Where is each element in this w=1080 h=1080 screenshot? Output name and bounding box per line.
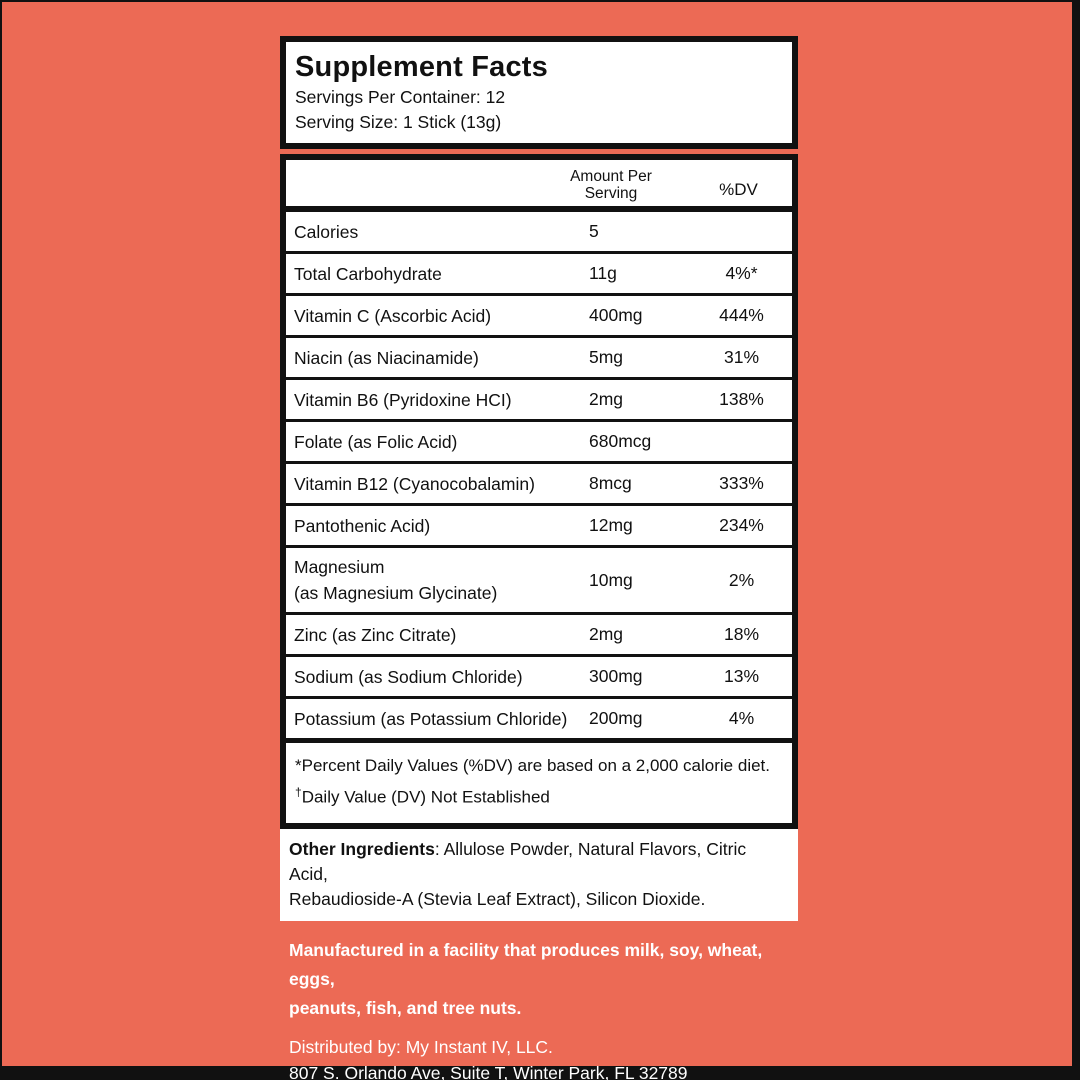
nutrient-name: Pantothenic Acid) (294, 515, 431, 536)
footnote-line1: *Percent Daily Values (%DV) are based on… (295, 756, 770, 775)
nutrient-name: Niacin (as Niacinamide) (294, 347, 479, 368)
table-row: Potassium (as Potassium Chloride) 200mg 4% (286, 699, 792, 743)
nutrient-dv: 18% (723, 624, 760, 644)
supplement-label: Supplement Facts Servings Per Container:… (280, 36, 798, 1080)
nutrient-amount: 300mg (589, 666, 643, 686)
other-ingredients-line2: Rebaudioside-A (Stevia Leaf Extract), Si… (289, 888, 706, 909)
table-row: Sodium (as Sodium Chloride) 300mg 13% (286, 657, 792, 699)
amount-header-line1: Amount Per (570, 168, 652, 185)
nutrient-dv: 13% (723, 666, 760, 686)
table-row: Zinc (as Zinc Citrate) 2mg 18% (286, 615, 792, 657)
nutrient-amount: 5 (589, 221, 599, 241)
allergen-statement: Manufactured in a facility that produces… (280, 921, 798, 1023)
nutrient-dv: 138% (719, 389, 764, 409)
nutrition-table-box: Amount Per Serving %DV Calories 5 Total Ca… (280, 154, 798, 829)
nutrient-amount: 11g (589, 263, 617, 283)
table-row: Folate (as Folic Acid) 680mcg (286, 422, 792, 464)
footnote-line2: †Daily Value (DV) Not Established (295, 779, 782, 811)
serving-size: Serving Size: 1 Stick (13g) (295, 112, 502, 132)
table-row: Vitamin B12 (Cyanocobalamin) 8mcg 333% (286, 464, 792, 506)
nutrient-amount: 12mg (589, 515, 633, 535)
nutrient-amount: 200mg (589, 708, 643, 728)
nutrient-amount: 5mg (589, 347, 624, 367)
amount-per-serving-header: Amount Per Serving (536, 168, 686, 202)
table-row: Magnesium (as Magnesium Glycinate) 10mg 2% (286, 548, 792, 615)
nutrient-dv: 2% (728, 569, 755, 590)
nutrient-dv: 4% (728, 708, 755, 728)
nutrient-name: Vitamin C (Ascorbic Acid) (294, 305, 492, 326)
nutrient-name: Sodium (as Sodium Chloride) (294, 666, 523, 687)
distributed-by-line: Distributed by: My Instant IV, LLC. (289, 1036, 553, 1057)
title-box: Supplement Facts Servings Per Container:… (280, 36, 798, 149)
nutrient-amount: 680mcg (589, 431, 652, 451)
table-row: Vitamin C (Ascorbic Acid) 400mg 444% (286, 296, 792, 338)
nutrient-rows: Calories 5 Total Carbohydrate 11g 4%* Vitamin… (286, 212, 792, 743)
nutrient-amount: 400mg (589, 305, 643, 325)
nutrient-name: Vitamin B6 (Pyridoxine HCI) (294, 389, 512, 410)
nutrient-name: Potassium (as Potassium Chloride) (294, 708, 568, 729)
dagger-symbol: † (295, 785, 302, 799)
table-row: Total Carbohydrate 11g 4%* (286, 254, 792, 296)
address-line: 807 S. Orlando Ave, Suite T, Winter Park… (289, 1062, 688, 1080)
table-row: Calories 5 (286, 212, 792, 254)
nutrient-amount: 2mg (589, 624, 624, 644)
nutrient-amount: 8mcg (589, 473, 632, 493)
nutrient-dv: 234% (719, 515, 764, 535)
nutrient-amount: 2mg (589, 389, 624, 409)
nutrient-name: Total Carbohydrate (294, 263, 442, 284)
footnote: *Percent Daily Values (%DV) are based on… (286, 743, 792, 823)
nutrient-amount: 10mg (589, 569, 633, 590)
supplement-facts-title: Supplement Facts (295, 51, 548, 83)
footnote-line2-text: Daily Value (DV) Not Established (301, 787, 550, 807)
amount-header-line2: Serving (584, 185, 638, 202)
distributor-info: Distributed by: My Instant IV, LLC. 807 … (280, 1023, 798, 1080)
nutrient-dv: 4%* (725, 263, 758, 283)
nutrient-dv: 333% (719, 473, 764, 493)
nutrient-name: Calories (294, 221, 359, 242)
other-ingredients-strip: Other Ingredients: Allulose Powder, Natu… (280, 828, 798, 921)
nutrient-dv: 444% (719, 305, 764, 325)
nutrient-name: Magnesium (as Magnesium Glycinate) (294, 557, 498, 603)
dv-header: %DV (719, 180, 758, 199)
nutrient-dv: 31% (723, 347, 760, 367)
column-header-row: Amount Per Serving %DV (286, 160, 792, 212)
table-row: Vitamin B6 (Pyridoxine HCI) 2mg 138% (286, 380, 792, 422)
allergen-line2: peanuts, fish, and tree nuts. (289, 997, 522, 1018)
nutrient-name: Zinc (as Zinc Citrate) (294, 624, 457, 645)
table-row: Niacin (as Niacinamide) 5mg 31% (286, 338, 792, 380)
other-ingredients-label: Other Ingredients (289, 838, 435, 859)
servings-per-container: Servings Per Container: 12 (295, 87, 506, 107)
table-row: Pantothenic Acid) 12mg 234% (286, 506, 792, 548)
nutrient-name: Folate (as Folic Acid) (294, 431, 458, 452)
nutrient-name: Vitamin B12 (Cyanocobalamin) (294, 473, 535, 494)
other-ingredients-line1: : Allulose Powder, Natural Flavors, Citr… (289, 838, 747, 884)
allergen-line1: Manufactured in a facility that produces… (289, 939, 763, 989)
